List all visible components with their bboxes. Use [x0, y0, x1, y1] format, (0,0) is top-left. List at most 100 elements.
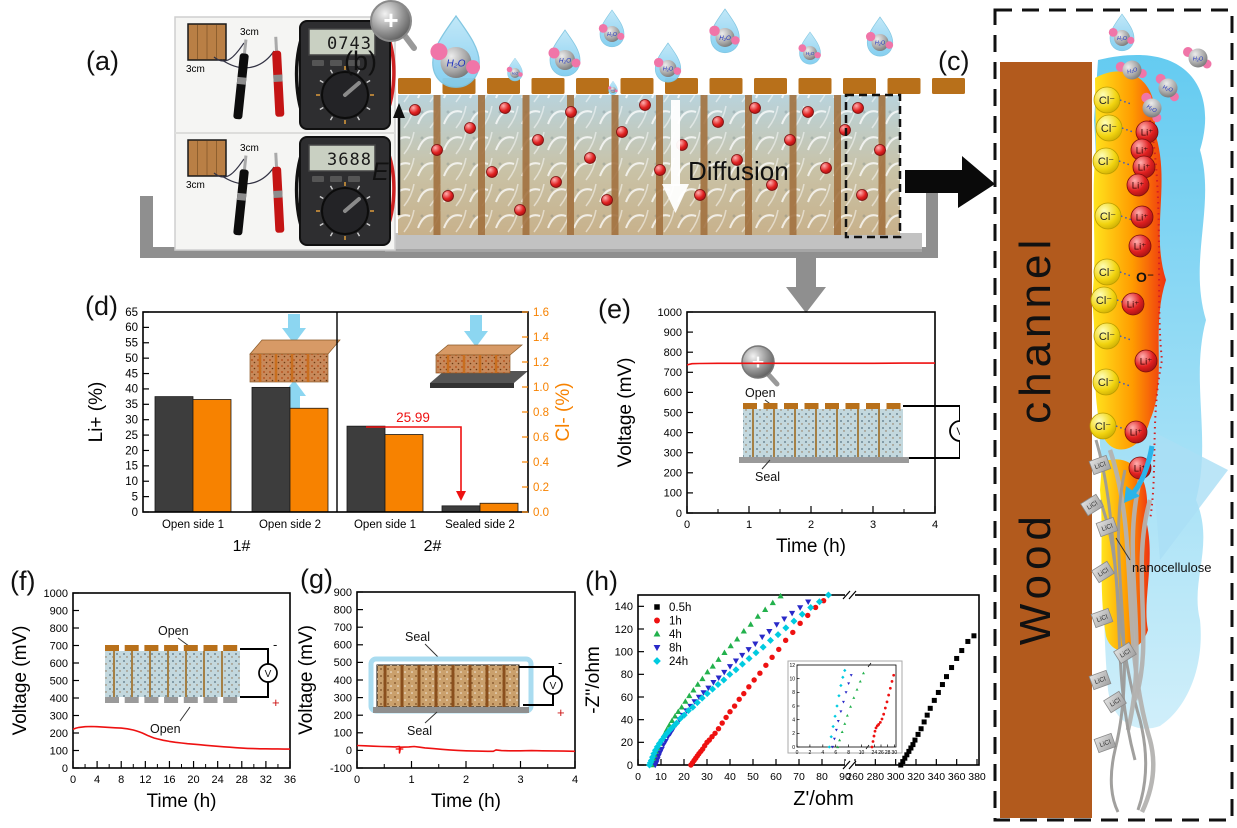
- voltmeter-label: V: [550, 681, 557, 692]
- seal-bottom-label: Seal: [407, 724, 432, 738]
- svg-text:0: 0: [70, 774, 76, 786]
- svg-text:Cl⁻: Cl⁻: [1099, 267, 1115, 279]
- g-inset-device: Seal V - + Seal: [368, 630, 565, 738]
- svg-text:3: 3: [517, 774, 523, 786]
- panel-d-label: (d): [85, 291, 118, 321]
- svg-text:10: 10: [655, 771, 667, 783]
- svg-text:1: 1: [746, 519, 752, 531]
- panel-h-label: (h): [585, 566, 618, 596]
- f-inset-device: Open V - + Open: [105, 624, 280, 736]
- svg-text:0: 0: [346, 745, 352, 757]
- svg-text:300: 300: [50, 710, 68, 722]
- svg-text:8h: 8h: [669, 642, 682, 654]
- svg-text:15: 15: [125, 461, 138, 473]
- svg-text:Z'/ohm: Z'/ohm: [793, 788, 854, 810]
- chart-voltage-seal-seal: Seal V - + Seal -10001002003004005006007…: [296, 587, 578, 812]
- svg-text:800: 800: [664, 347, 682, 359]
- svg-text:Li⁺: Li⁺: [1130, 428, 1142, 439]
- svg-text:Sealed side 2: Sealed side 2: [445, 519, 515, 531]
- nanocellulose-label: nanocellulose: [1132, 560, 1212, 575]
- svg-text:1: 1: [408, 774, 414, 786]
- panel-a-photos: 3cm 3cm 0743 3cm 3cm 3688 +: [174, 0, 417, 251]
- svg-text:0.0: 0.0: [533, 507, 549, 519]
- svg-text:280: 280: [867, 771, 885, 783]
- svg-text:0: 0: [354, 774, 360, 786]
- svg-text:0: 0: [676, 508, 682, 520]
- panel-e-label: (e): [598, 294, 631, 324]
- svg-text:20: 20: [621, 737, 633, 749]
- svg-text:900: 900: [334, 587, 352, 599]
- plus-terminal: +: [557, 705, 565, 720]
- svg-text:900: 900: [50, 605, 68, 617]
- svg-text:Li+ (%): Li+ (%): [86, 382, 107, 443]
- svg-text:360: 360: [948, 771, 966, 783]
- svg-text:5: 5: [132, 491, 138, 503]
- seal-label: Seal: [755, 470, 780, 484]
- svg-text:10: 10: [859, 750, 865, 756]
- svg-text:H₂O: H₂O: [1193, 56, 1204, 62]
- svg-text:55: 55: [125, 338, 138, 350]
- svg-text:3: 3: [870, 519, 876, 531]
- svg-text:LiCl: LiCl: [1099, 738, 1112, 749]
- svg-text:50: 50: [125, 353, 138, 365]
- svg-text:10: 10: [125, 476, 138, 488]
- water-exit-arrow: [1124, 445, 1155, 503]
- svg-text:Cl⁻: Cl⁻: [1099, 95, 1115, 107]
- svg-text:400: 400: [664, 427, 682, 439]
- voltmeter-label: V: [956, 426, 960, 438]
- svg-text:20: 20: [678, 771, 690, 783]
- svg-text:25: 25: [125, 430, 138, 442]
- svg-text:300: 300: [887, 771, 905, 783]
- svg-text:90: 90: [839, 771, 851, 783]
- svg-text:35: 35: [125, 399, 138, 411]
- svg-text:24: 24: [212, 774, 224, 786]
- svg-text:700: 700: [664, 367, 682, 379]
- svg-text:0.8: 0.8: [533, 407, 549, 419]
- svg-text:Time (h): Time (h): [146, 791, 216, 812]
- svg-text:Voltage (mV): Voltage (mV): [296, 625, 317, 735]
- svg-text:40: 40: [621, 714, 633, 726]
- svg-text:140: 140: [615, 601, 633, 613]
- svg-text:0.5h: 0.5h: [669, 602, 691, 614]
- svg-text:0.4: 0.4: [533, 457, 550, 469]
- seal-top-label: Seal: [405, 630, 430, 644]
- svg-text:1h: 1h: [669, 615, 682, 627]
- panel-f-label: (f): [10, 566, 35, 596]
- zoom-region-dashed-box: [844, 93, 902, 239]
- svg-text:100: 100: [50, 745, 68, 757]
- svg-text:4h: 4h: [669, 629, 682, 641]
- down-arrow-to-e: [786, 258, 826, 313]
- svg-text:20: 20: [125, 445, 138, 457]
- svg-text:1#: 1#: [233, 538, 251, 555]
- svg-text:0: 0: [635, 771, 641, 783]
- svg-text:3cm: 3cm: [186, 180, 205, 191]
- svg-text:Li⁺: Li⁺: [1134, 464, 1146, 475]
- svg-text:700: 700: [50, 640, 68, 652]
- svg-text:Cl⁻: Cl⁻: [1098, 156, 1114, 168]
- svg-text:3cm: 3cm: [240, 143, 259, 154]
- svg-text:Cl⁻: Cl⁻: [1096, 295, 1112, 307]
- svg-text:60: 60: [125, 322, 138, 334]
- svg-text:LiCl: LiCl: [1094, 460, 1107, 471]
- svg-text:Li⁺: Li⁺: [1127, 300, 1139, 311]
- minus-terminal: -: [558, 655, 562, 670]
- svg-text:600: 600: [664, 387, 682, 399]
- svg-text:800: 800: [50, 623, 68, 635]
- svg-text:12: 12: [789, 663, 795, 669]
- multimeter-photo-1: 3cm 3cm 0743: [186, 20, 396, 130]
- svg-text:40: 40: [724, 771, 736, 783]
- svg-text:Cl- (%): Cl- (%): [553, 382, 574, 441]
- svg-text:Open side 2: Open side 2: [259, 519, 321, 531]
- svg-text:1.4: 1.4: [533, 332, 550, 344]
- svg-text:50: 50: [747, 771, 759, 783]
- svg-text:Voltage (mV): Voltage (mV): [10, 626, 31, 736]
- svg-text:24h: 24h: [669, 656, 688, 668]
- svg-text:80: 80: [621, 669, 633, 681]
- svg-text:2: 2: [463, 774, 469, 786]
- svg-text:24: 24: [872, 750, 878, 756]
- svg-text:200: 200: [334, 710, 352, 722]
- svg-text:100: 100: [615, 646, 633, 658]
- svg-text:Li⁺: Li⁺: [1132, 181, 1144, 192]
